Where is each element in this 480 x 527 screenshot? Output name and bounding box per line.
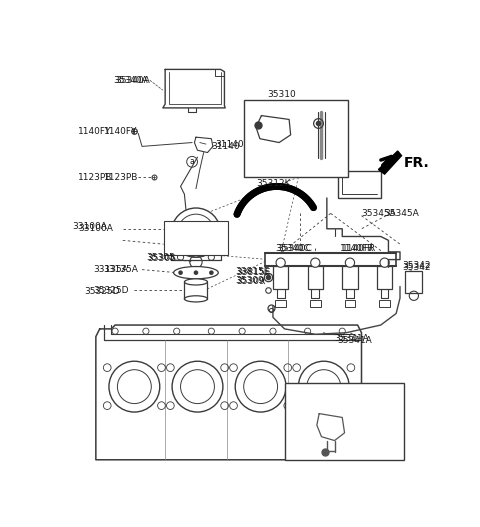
Text: 35340A: 35340A bbox=[114, 76, 148, 85]
Text: 35325D: 35325D bbox=[84, 287, 120, 296]
Text: 31337F: 31337F bbox=[306, 388, 342, 398]
Bar bbox=[338, 171, 381, 198]
Text: 35309: 35309 bbox=[237, 277, 265, 286]
Bar bbox=[379, 300, 390, 307]
Bar bbox=[184, 282, 207, 299]
Text: FR.: FR. bbox=[404, 157, 430, 170]
Text: 35305: 35305 bbox=[146, 253, 175, 262]
Ellipse shape bbox=[174, 267, 218, 279]
Bar bbox=[285, 383, 404, 460]
Text: 35342: 35342 bbox=[402, 263, 431, 272]
Ellipse shape bbox=[184, 296, 207, 302]
Text: 1140FR: 1140FR bbox=[340, 243, 374, 252]
Text: 35340A: 35340A bbox=[115, 76, 150, 85]
Circle shape bbox=[311, 258, 320, 267]
Text: 1123PB: 1123PB bbox=[104, 173, 138, 182]
Text: 35305: 35305 bbox=[147, 253, 176, 262]
Text: 35341A: 35341A bbox=[335, 335, 369, 344]
Text: 35345A: 35345A bbox=[384, 209, 420, 218]
Text: a: a bbox=[293, 389, 298, 398]
Bar bbox=[164, 221, 228, 255]
Text: 35310: 35310 bbox=[267, 90, 296, 99]
Bar bbox=[244, 100, 348, 177]
Circle shape bbox=[178, 270, 183, 275]
Text: 33100A: 33100A bbox=[78, 225, 113, 233]
Circle shape bbox=[193, 270, 198, 275]
Text: 33100A: 33100A bbox=[72, 222, 107, 231]
Text: 31140: 31140 bbox=[211, 142, 240, 151]
Circle shape bbox=[171, 208, 221, 257]
Polygon shape bbox=[378, 151, 402, 174]
Text: 35342: 35342 bbox=[402, 261, 431, 270]
Circle shape bbox=[380, 258, 389, 267]
Text: 1140FR: 1140FR bbox=[342, 243, 376, 252]
Text: a: a bbox=[190, 157, 194, 167]
Text: 1123PB: 1123PB bbox=[78, 173, 112, 182]
Text: 35340C: 35340C bbox=[277, 243, 312, 252]
Bar bbox=[310, 300, 321, 307]
Circle shape bbox=[209, 270, 214, 275]
Text: 35345A: 35345A bbox=[361, 209, 396, 218]
Bar bbox=[406, 271, 422, 292]
Bar bbox=[275, 300, 286, 307]
Text: 33135A: 33135A bbox=[94, 265, 129, 274]
Circle shape bbox=[276, 258, 285, 267]
Text: 35325D: 35325D bbox=[94, 286, 129, 295]
Text: 1140FY: 1140FY bbox=[104, 126, 137, 135]
Ellipse shape bbox=[184, 279, 207, 285]
Text: 35341A: 35341A bbox=[337, 336, 372, 345]
Text: 31140: 31140 bbox=[215, 140, 244, 149]
Bar bbox=[273, 266, 288, 289]
Text: 35309: 35309 bbox=[235, 276, 264, 285]
Text: 33815E: 33815E bbox=[235, 267, 270, 276]
Bar bbox=[265, 253, 396, 266]
Text: 33135A: 33135A bbox=[104, 265, 138, 274]
Bar bbox=[342, 266, 358, 289]
Text: 1140FY: 1140FY bbox=[78, 126, 111, 135]
Circle shape bbox=[289, 387, 301, 400]
Text: 35340C: 35340C bbox=[275, 243, 310, 252]
Text: 35312K: 35312K bbox=[256, 179, 290, 188]
Circle shape bbox=[345, 258, 355, 267]
Bar bbox=[345, 300, 355, 307]
Bar bbox=[377, 266, 392, 289]
Bar bbox=[308, 266, 323, 289]
Circle shape bbox=[187, 157, 197, 167]
Text: 33815E: 33815E bbox=[237, 268, 271, 277]
